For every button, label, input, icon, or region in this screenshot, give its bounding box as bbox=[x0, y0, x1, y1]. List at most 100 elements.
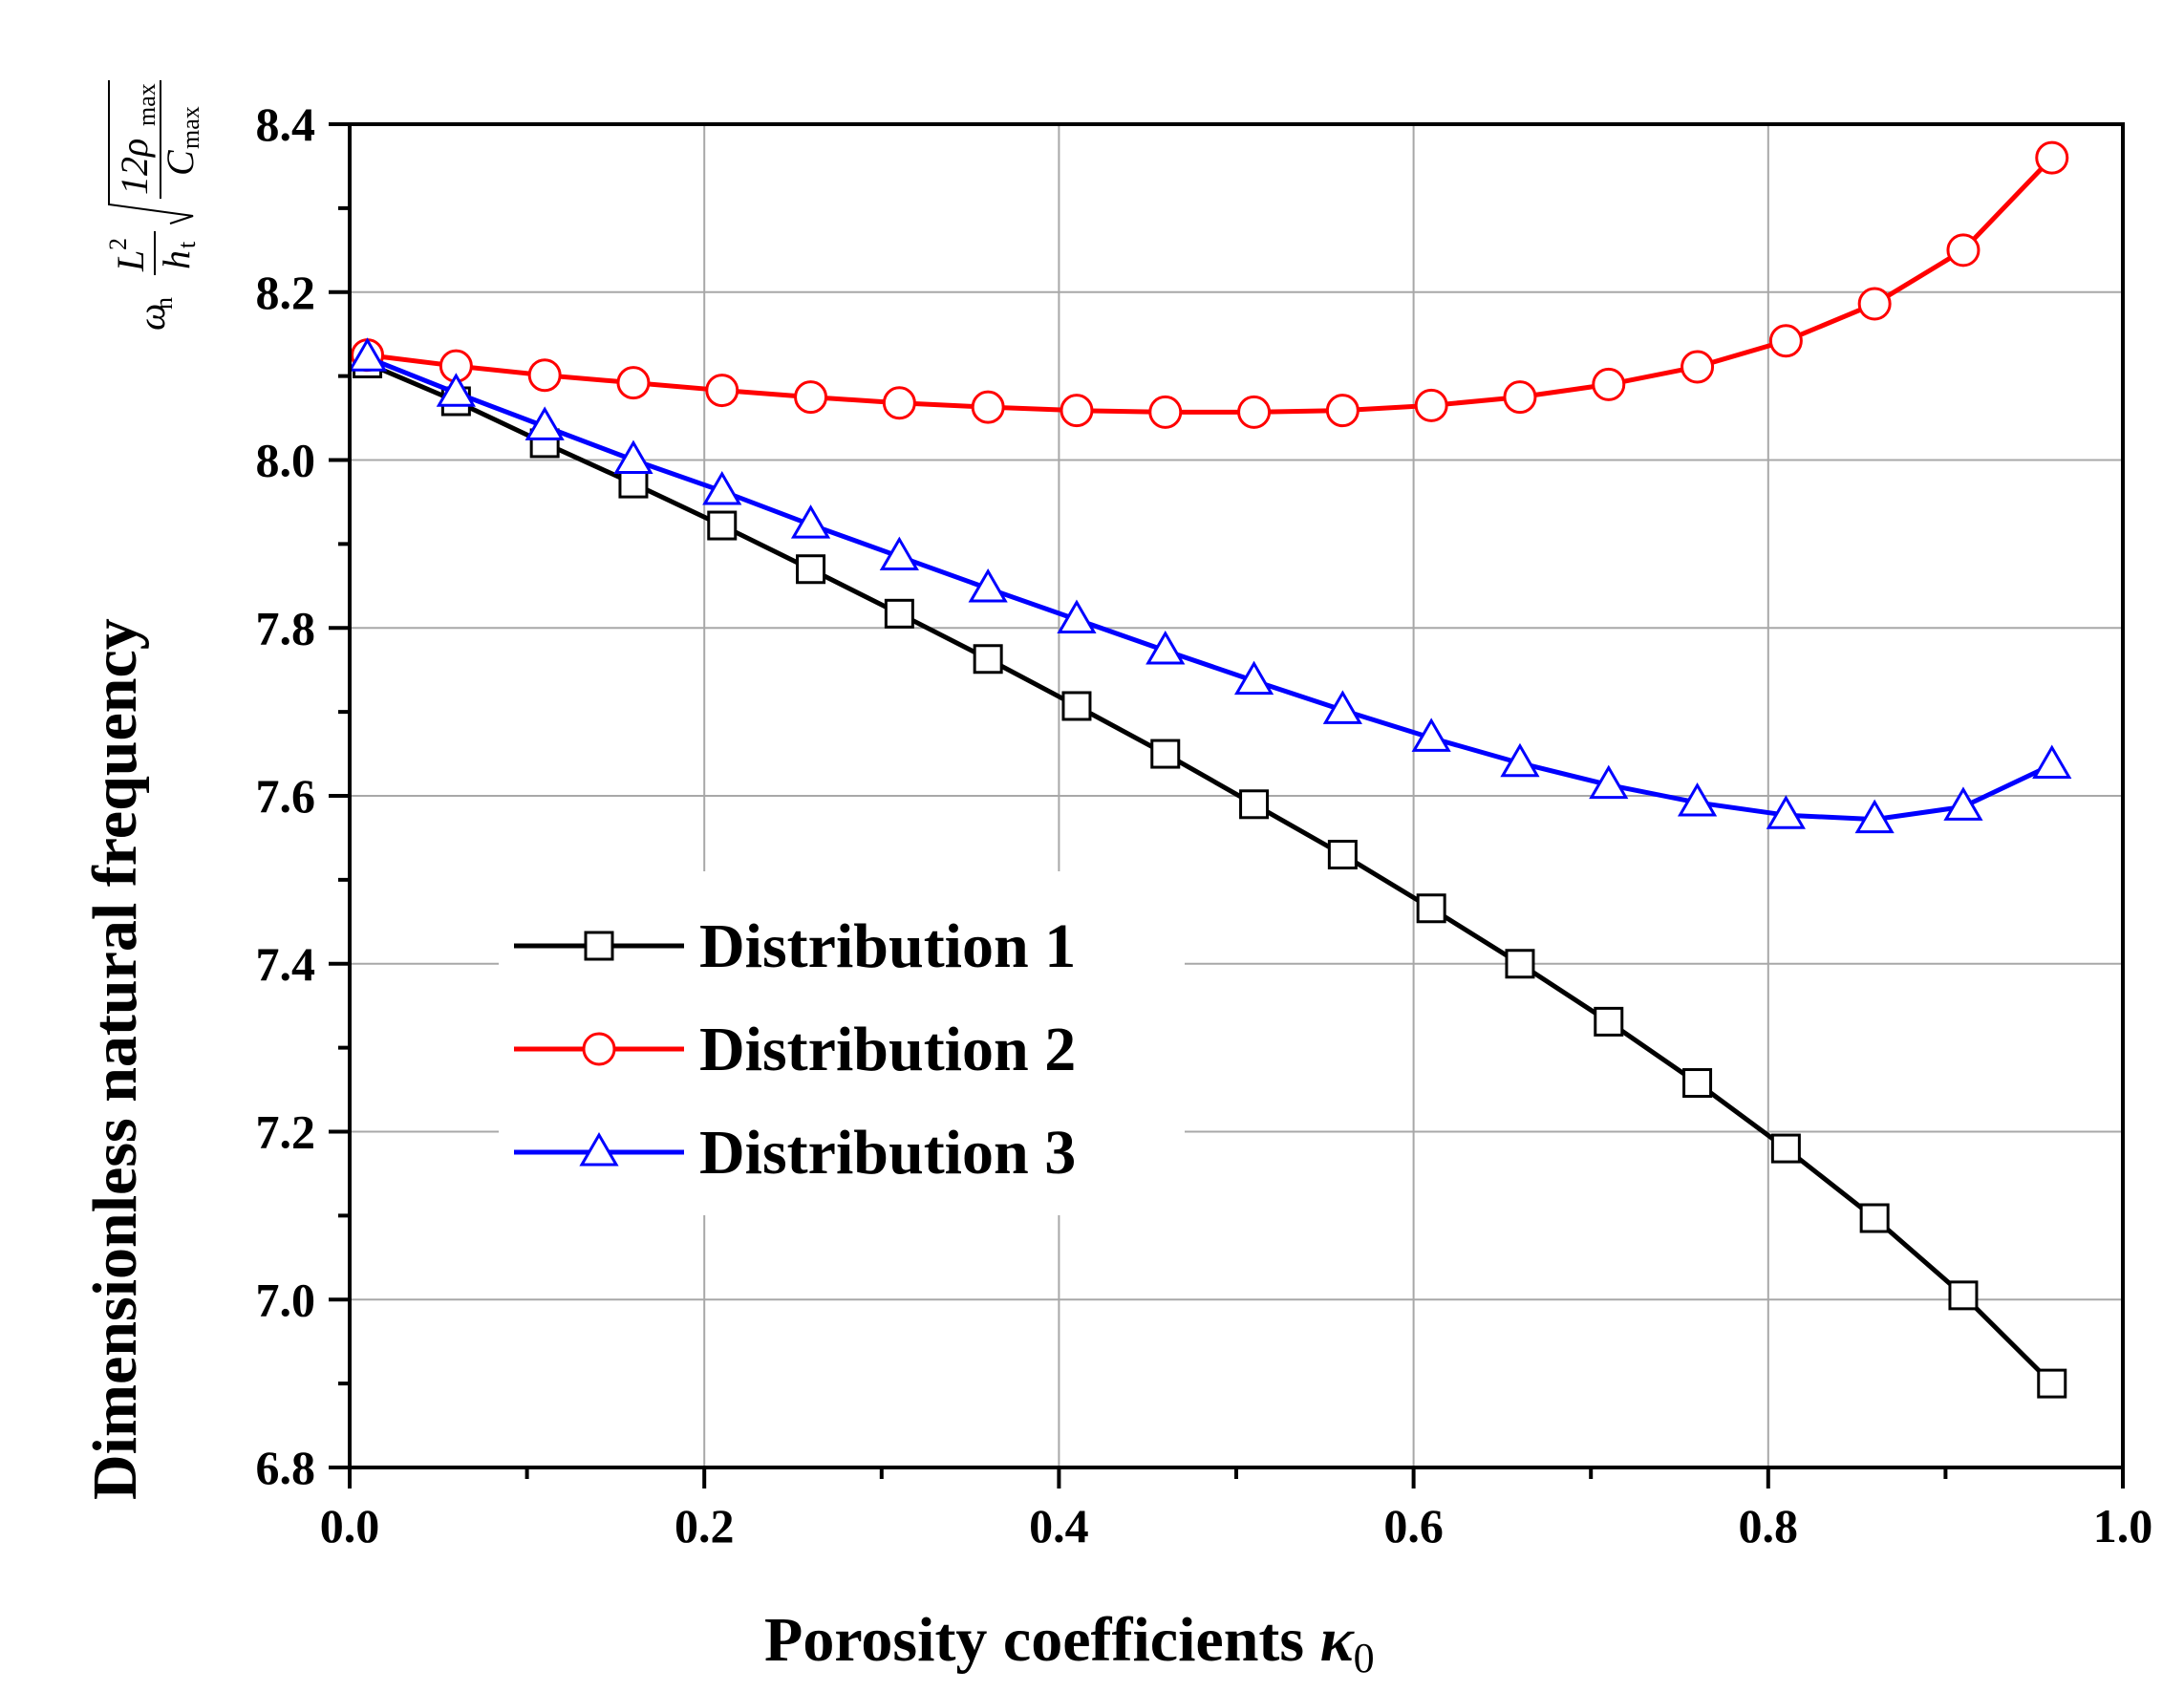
series-1-point bbox=[1505, 949, 1535, 979]
formula-omega-sub: n bbox=[150, 297, 178, 310]
y-tick-label: 7.0 bbox=[256, 1273, 316, 1326]
series-1-point bbox=[973, 644, 1003, 675]
legend-item: Distribution 1 bbox=[514, 911, 1076, 981]
series-2-point bbox=[971, 390, 1005, 424]
series-2-point bbox=[1414, 388, 1448, 422]
series-2-point bbox=[1768, 324, 1803, 358]
series-2-point bbox=[1503, 380, 1537, 415]
series-2-point bbox=[616, 366, 651, 400]
formula-frac-num: L bbox=[109, 250, 152, 272]
y-tick-label: 8.2 bbox=[256, 266, 316, 319]
legend-label: Distribution 2 bbox=[699, 1015, 1076, 1084]
formula-frac-den-sub: t bbox=[173, 241, 201, 248]
series-2-point bbox=[527, 358, 562, 393]
x-tick-label: 0.6 bbox=[1383, 1499, 1444, 1553]
formula-sqrt-den: C bbox=[159, 149, 202, 176]
legend-swatch-marker bbox=[584, 931, 614, 961]
series-3-point bbox=[1146, 630, 1186, 665]
y-tick-label: 8.0 bbox=[256, 434, 316, 487]
legend-item: Distribution 2 bbox=[514, 1015, 1076, 1084]
series-3-point bbox=[1677, 782, 1718, 817]
series-3-point bbox=[1854, 799, 1895, 834]
series-3-point bbox=[1233, 660, 1274, 696]
formula-sqrt-sign bbox=[108, 80, 194, 225]
series-1-point bbox=[1239, 789, 1270, 820]
series-1-point bbox=[884, 598, 914, 629]
series-1-point bbox=[1770, 1133, 1801, 1164]
legend-swatch-marker bbox=[582, 1032, 616, 1066]
formula-sqrt-num: 12ρ bbox=[113, 139, 156, 195]
series-2-point bbox=[705, 374, 739, 408]
legend-label: Distribution 3 bbox=[699, 1118, 1076, 1188]
x-tick-label: 0.2 bbox=[674, 1499, 735, 1553]
series-2-point bbox=[1237, 395, 1272, 429]
series-1-point bbox=[1150, 739, 1181, 769]
series-1-point bbox=[1682, 1068, 1713, 1099]
series-2-point bbox=[1148, 395, 1183, 429]
series-1-point bbox=[1416, 893, 1446, 924]
series-layer bbox=[347, 140, 2072, 1399]
series-1-point bbox=[1594, 1006, 1624, 1037]
y-tick-label: 7.4 bbox=[256, 937, 316, 991]
series-2-point bbox=[1325, 394, 1360, 428]
series-1-point bbox=[1948, 1280, 1979, 1311]
x-tick-label: 0.8 bbox=[1739, 1499, 1799, 1553]
series-3-point bbox=[525, 406, 565, 440]
y-tick-label: 7.6 bbox=[256, 769, 316, 823]
legend-swatch-marker bbox=[579, 1132, 619, 1167]
series-3-point bbox=[1500, 742, 1540, 778]
series-3-point bbox=[1589, 764, 1629, 800]
series-3-point bbox=[436, 373, 476, 407]
y-tick-label: 7.2 bbox=[256, 1105, 316, 1159]
y-tick-label: 8.4 bbox=[256, 97, 316, 151]
series-2-point bbox=[1060, 394, 1094, 428]
formula-sqrt-num-sub: max bbox=[133, 83, 161, 126]
series-3-point bbox=[1766, 795, 1806, 829]
y-tick-label: 6.8 bbox=[256, 1441, 316, 1494]
series-3-point bbox=[613, 439, 653, 474]
x-axis-title: Porosity coefficients κ0 bbox=[764, 1605, 1375, 1681]
series-1-point bbox=[796, 554, 826, 585]
y-axis-title: Dimensionless natural frequency bbox=[80, 618, 150, 1500]
series-1-point bbox=[707, 510, 738, 541]
formula-omega: ω bbox=[130, 304, 173, 331]
series-3-point bbox=[879, 536, 919, 571]
series-1-point bbox=[1859, 1203, 1890, 1233]
x-axis-title-text: Porosity coefficients bbox=[764, 1605, 1320, 1675]
formula-frac-num-sup: 2 bbox=[104, 238, 132, 250]
series-3-point bbox=[968, 568, 1008, 603]
formula-frac-den: h bbox=[155, 250, 198, 269]
series-2-point bbox=[882, 386, 916, 420]
formula-sqrt-den-sub: max bbox=[177, 106, 204, 149]
series-2 bbox=[351, 140, 2069, 429]
series-3-point bbox=[702, 471, 742, 505]
axes: 0.0 0.2 0.4 0.6 0.8 1.0 6.8 7.0 7.2 7.4 7.6 7.8 8.0 8… bbox=[256, 97, 2153, 1553]
series-2-point bbox=[1857, 287, 1892, 321]
series-3-point bbox=[1943, 786, 1983, 821]
series-3-point bbox=[347, 337, 388, 372]
y-axis-formula: ω n L 2 h t 12ρ max C max bbox=[104, 80, 204, 331]
x-tick-label: 0.0 bbox=[320, 1499, 380, 1553]
y-axis-title-group: Dimensionless natural frequency bbox=[80, 618, 150, 1500]
series-2-point bbox=[2035, 140, 2069, 175]
legend-label: Distribution 1 bbox=[699, 911, 1076, 981]
series-3-line bbox=[366, 354, 2053, 823]
series-2-point bbox=[1592, 367, 1626, 401]
series-3-point bbox=[1322, 690, 1362, 724]
legend-item: Distribution 3 bbox=[514, 1118, 1076, 1188]
y-tick-label: 7.8 bbox=[256, 601, 316, 654]
legend: Distribution 1 Distribution 2 Distribution… bbox=[499, 871, 1185, 1215]
x-axis-title-subscript: 0 bbox=[1354, 1635, 1375, 1681]
series-1-point bbox=[618, 468, 649, 499]
series-2-point bbox=[1681, 350, 1715, 384]
series-2-point bbox=[1946, 233, 1981, 268]
series-1-point bbox=[2037, 1368, 2067, 1399]
series-3 bbox=[347, 337, 2072, 834]
x-tick-label: 1.0 bbox=[2093, 1499, 2153, 1553]
series-3-point bbox=[2032, 744, 2072, 779]
series-1-point bbox=[1327, 840, 1358, 870]
series-1-point bbox=[1061, 691, 1092, 721]
series-2-point bbox=[794, 380, 828, 415]
x-axis-title-symbol: κ bbox=[1320, 1605, 1356, 1675]
